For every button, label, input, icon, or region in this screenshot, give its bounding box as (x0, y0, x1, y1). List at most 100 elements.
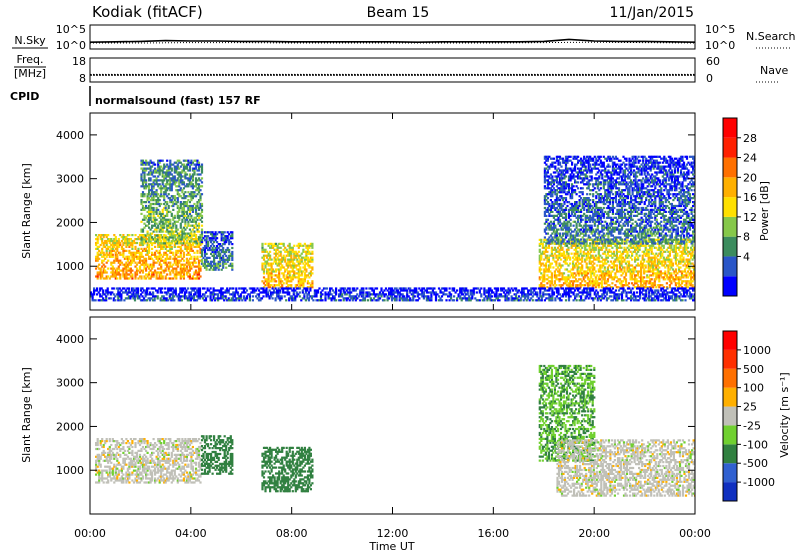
power-cell (175, 253, 178, 256)
power-cell (169, 230, 172, 233)
power-cell (231, 231, 234, 234)
power-cell (575, 250, 578, 253)
power-cell (203, 235, 207, 238)
power-cell (131, 273, 134, 276)
power-cell (196, 204, 199, 208)
power-cell (163, 187, 166, 190)
power-cell (546, 246, 549, 249)
power-cell (556, 256, 560, 259)
power-cell (188, 275, 191, 278)
power-cell (643, 286, 646, 289)
power-cell (184, 191, 187, 194)
power-cell (561, 224, 565, 227)
power-cell (545, 167, 548, 170)
power-cell (569, 173, 572, 176)
power-cell (634, 286, 637, 289)
power-cell (621, 272, 625, 275)
power-cell (595, 228, 598, 231)
power-cell (272, 270, 275, 273)
power-cell (223, 250, 226, 254)
power-cell (571, 175, 574, 178)
power-cell (216, 245, 219, 248)
power-cell (686, 258, 690, 261)
power-cell (181, 269, 184, 272)
power-cell (572, 238, 575, 241)
power-cell (544, 262, 547, 265)
power-cell (620, 254, 623, 257)
power-cell (599, 238, 602, 241)
power-cell (550, 280, 553, 283)
power-cell (120, 239, 123, 243)
power-cell (583, 161, 586, 164)
power-cell (587, 268, 590, 271)
power-cell (569, 238, 572, 241)
power-cell (592, 216, 595, 219)
power-cell (569, 167, 572, 170)
power-cell (158, 243, 161, 247)
power-cell (161, 212, 164, 215)
power-cell (599, 208, 602, 211)
power-cell (182, 216, 185, 219)
power-cell (126, 263, 129, 266)
power-cell (297, 250, 300, 253)
power-cell (646, 254, 649, 257)
power-cell (213, 258, 216, 261)
power-cell (643, 260, 646, 263)
power-cell (170, 277, 173, 280)
power-cell (269, 264, 272, 267)
power-cell (564, 161, 568, 164)
power-cell (126, 255, 129, 258)
power-cell (169, 187, 172, 190)
power-cell (674, 274, 677, 277)
power-cell (207, 256, 210, 259)
power-cell (557, 171, 560, 174)
power-cell (269, 280, 272, 283)
power-cell (589, 216, 592, 219)
power-cell (167, 261, 170, 264)
power-cell (149, 255, 152, 258)
power-cell (589, 202, 592, 206)
power-cell (166, 159, 169, 162)
power-cell (653, 272, 656, 275)
power-cell (102, 234, 105, 237)
power-cell (546, 278, 549, 281)
power-cell (647, 276, 650, 279)
power-cell (182, 242, 185, 245)
power-cell (160, 193, 163, 196)
power-cell (163, 165, 166, 168)
power-cell (615, 254, 618, 257)
power-cell (578, 246, 581, 249)
power-cell (157, 267, 160, 270)
power-cell (184, 269, 187, 272)
power-cell (558, 195, 562, 198)
power-cell (143, 247, 146, 250)
power-cell (154, 179, 157, 182)
power-cell (581, 256, 584, 259)
power-cell (158, 179, 161, 182)
power-cell (266, 284, 269, 287)
power-cell (291, 260, 294, 263)
power-cell (105, 243, 108, 247)
power-cell (580, 214, 583, 217)
power-cell (571, 234, 574, 237)
power-cell (173, 230, 176, 233)
power-cell (588, 262, 591, 265)
power-cell (602, 238, 605, 241)
power-cell (152, 238, 155, 241)
power-cell (581, 163, 584, 166)
power-cell (557, 175, 560, 178)
power-cell (145, 263, 148, 266)
power-cell (565, 248, 569, 251)
power-cell (135, 255, 139, 258)
power-cell (181, 267, 184, 270)
power-cell (565, 244, 569, 247)
power-cell (196, 238, 199, 241)
power-cell (197, 265, 201, 268)
power-cell (282, 282, 285, 285)
power-cell (572, 282, 575, 285)
power-cell (151, 197, 154, 200)
power-cell (111, 275, 114, 278)
power-cell (154, 218, 157, 221)
power-cell (154, 228, 157, 231)
power-cell (652, 256, 655, 259)
